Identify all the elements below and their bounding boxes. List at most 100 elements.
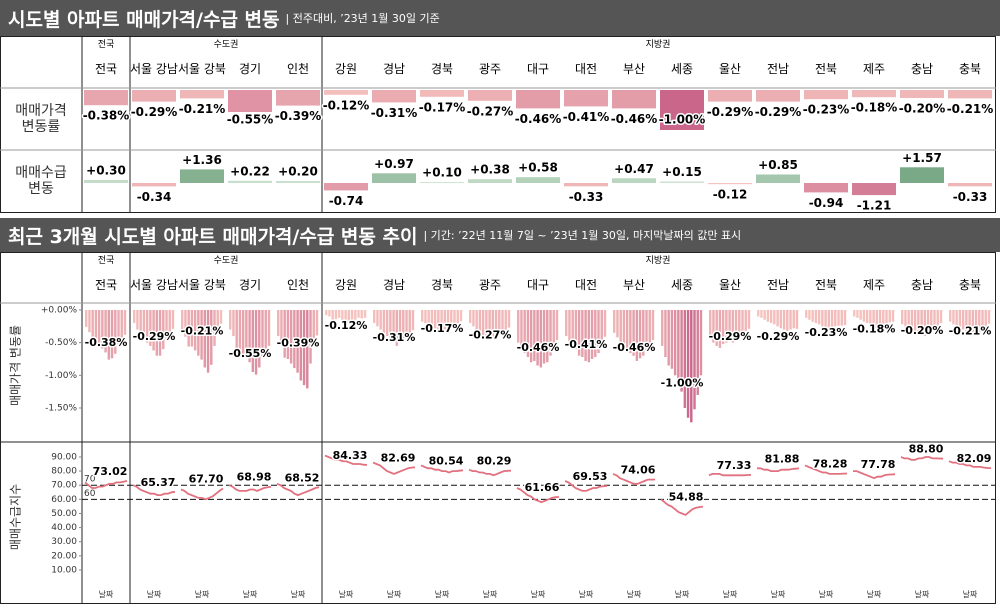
region-label: 세종 — [670, 62, 694, 77]
data-label: -1.00% — [661, 376, 704, 389]
bar — [421, 309, 424, 322]
bar — [213, 309, 216, 346]
bar — [430, 309, 434, 326]
bar — [603, 309, 607, 337]
x-axis-label: 날짜 — [338, 590, 354, 600]
bar — [289, 309, 293, 364]
bar — [949, 309, 952, 322]
y-axis-title: 매매가격 변동률 — [9, 325, 23, 406]
data-label: +0.38 — [470, 163, 510, 177]
region-label: 전국 — [94, 278, 118, 293]
bar — [488, 309, 491, 338]
x-axis-label: 날짜 — [242, 590, 258, 600]
section-title: 최근 3개월 시도별 아파트 매매가격/수급 변동 추이 — [8, 225, 418, 248]
bar — [181, 309, 184, 330]
data-label: -1.21 — [857, 199, 892, 213]
region-label: 서울 강남 — [130, 278, 178, 293]
bar — [862, 309, 866, 322]
bar — [568, 309, 571, 342]
bar — [334, 309, 338, 320]
bar — [190, 309, 194, 347]
line — [276, 482, 320, 497]
bar — [814, 309, 818, 324]
bar — [632, 309, 635, 356]
data-label: -0.31% — [373, 331, 416, 344]
bar — [254, 309, 258, 375]
line — [180, 487, 224, 501]
data-label: 65.37 — [141, 476, 176, 489]
bar — [888, 309, 891, 323]
bar — [373, 309, 376, 324]
bar — [901, 309, 904, 325]
data-label: +1.57 — [902, 151, 942, 165]
bar — [961, 309, 965, 330]
region-label: 전국 — [94, 62, 118, 77]
data-label: 73.02 — [93, 465, 128, 478]
bar — [341, 309, 344, 321]
bar — [200, 309, 203, 360]
x-axis-label: 날짜 — [530, 590, 546, 600]
data-label: +0.58 — [518, 161, 558, 175]
bar — [456, 309, 459, 324]
bar — [132, 90, 176, 102]
x-axis-label: 날짜 — [722, 590, 738, 600]
reference-label: 60 — [84, 489, 96, 499]
data-label: -1.00% — [659, 113, 706, 127]
bar — [402, 309, 405, 340]
bar — [117, 309, 120, 344]
data-label: -0.18% — [851, 101, 898, 115]
bar — [875, 309, 879, 329]
region-label: 대전 — [574, 62, 598, 77]
bar — [625, 309, 629, 351]
y-tick-label: -0.50% — [45, 338, 77, 348]
bar — [258, 309, 261, 368]
bar — [542, 309, 546, 364]
data-label: -0.12 — [713, 188, 748, 202]
data-label: 67.70 — [189, 472, 224, 485]
line — [132, 484, 176, 496]
reference-label: 70 — [84, 475, 96, 485]
bar — [94, 309, 98, 344]
data-label: 68.98 — [237, 471, 272, 484]
bar — [469, 309, 472, 324]
bar — [526, 309, 530, 358]
bar — [245, 309, 248, 358]
bar — [948, 183, 992, 187]
bar — [660, 90, 704, 130]
x-axis-label: 날짜 — [146, 590, 162, 600]
line — [324, 454, 368, 466]
bar — [728, 309, 731, 342]
bar — [660, 181, 704, 183]
region-label: 광주 — [478, 278, 502, 293]
bar — [581, 309, 584, 358]
data-label: +0.85 — [758, 158, 798, 172]
x-axis-label: 날짜 — [866, 590, 882, 600]
data-label: 84.33 — [333, 449, 368, 462]
region-label: 서울 강남 — [130, 62, 178, 77]
data-label: 77.78 — [861, 458, 896, 471]
region-label: 충남 — [910, 278, 934, 293]
bar — [696, 309, 699, 395]
bar — [286, 309, 290, 359]
bar — [744, 309, 747, 331]
section-title: 시도별 아파트 매매가격/수급 변동 — [8, 8, 280, 31]
data-label: -0.20% — [899, 102, 946, 116]
bar — [251, 309, 255, 373]
row-label: 매매가격 변동률 — [15, 102, 67, 135]
bar — [267, 309, 271, 346]
data-label: +0.10 — [422, 166, 462, 180]
bar — [408, 309, 411, 335]
data-label: -0.31% — [371, 106, 418, 120]
data-label: -0.55% — [227, 113, 274, 127]
bar — [984, 309, 987, 327]
bar — [433, 309, 437, 329]
data-label: -0.33 — [569, 190, 604, 204]
bar — [642, 309, 645, 356]
bar — [516, 177, 560, 183]
bar — [769, 309, 773, 324]
bar — [564, 90, 608, 107]
table-border — [0, 252, 996, 604]
bar — [786, 309, 789, 331]
bar — [324, 90, 368, 95]
bar — [485, 309, 488, 337]
